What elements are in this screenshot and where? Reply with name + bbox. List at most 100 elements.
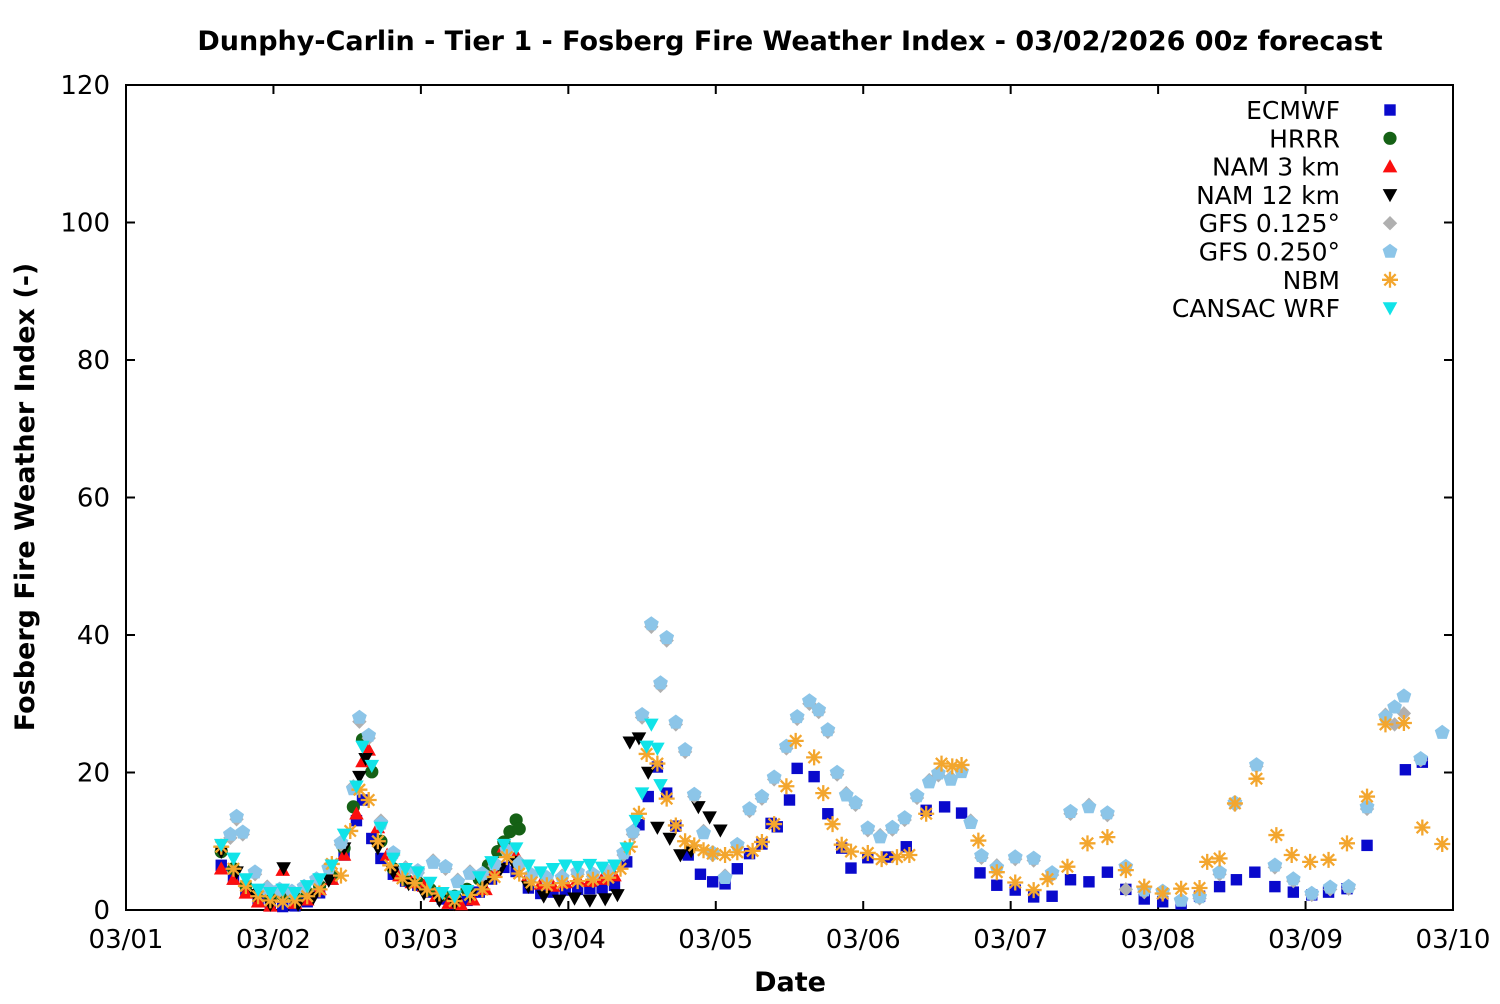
cansac-point: [496, 838, 512, 853]
gfs250-point: [754, 788, 770, 803]
nbm-point: [753, 833, 770, 850]
ecmwf-point: [694, 868, 707, 880]
nbm-point: [342, 822, 359, 839]
gfs250-point: [974, 847, 989, 862]
nbm-point: [933, 755, 950, 772]
nbm-point: [704, 845, 721, 862]
cansac-point: [275, 883, 291, 897]
nam12-point: [321, 874, 337, 888]
cansac-point: [250, 883, 266, 897]
gfs250-point: [789, 709, 805, 724]
nam12-point: [610, 889, 625, 903]
y-tick-label: 0: [93, 896, 110, 926]
cansac-point: [373, 821, 389, 835]
nbm-point: [695, 842, 712, 859]
gfs250-point: [450, 874, 466, 889]
ecmwf-point: [1249, 866, 1261, 878]
nbm-point: [382, 857, 399, 874]
nam12-point: [673, 849, 688, 863]
nbm-point: [901, 847, 918, 863]
nbm-point: [630, 805, 647, 822]
cansac-point: [349, 780, 364, 794]
cansac-point: [447, 890, 462, 904]
legend-item-nbm: NBM: [1283, 266, 1398, 295]
ecmwf-point: [974, 867, 986, 879]
x-axis-title: Date: [754, 967, 826, 998]
nbm-point: [1320, 851, 1337, 868]
gfs250-point: [1173, 892, 1189, 907]
cansac-point: [226, 852, 241, 866]
gfs250-point: [1212, 864, 1227, 879]
gfs250-point: [229, 808, 244, 823]
gfs250-point: [1267, 857, 1283, 872]
gfs250-point: [885, 819, 900, 834]
ecmwf-point: [991, 879, 1003, 891]
nbm-point: [686, 837, 703, 854]
nbm-point: [842, 843, 859, 860]
nbm-point: [806, 749, 823, 766]
nbm-point: [1039, 871, 1056, 888]
gfs250-point: [802, 693, 817, 708]
legend-marker-hrrr: [1383, 131, 1397, 145]
nam12-point: [536, 890, 552, 904]
x-tick-label: 03/04: [531, 925, 606, 955]
nbm-point: [600, 869, 617, 886]
legend-marker-nam3: [1382, 159, 1398, 173]
gfs250-point: [848, 795, 863, 810]
gfs250-point: [1249, 757, 1264, 772]
legend-label-nam3: NAM 3 km: [1212, 153, 1340, 182]
gfs250-point: [963, 814, 979, 829]
ecmwf-point: [571, 883, 584, 896]
cansac-point: [533, 866, 549, 880]
series-cansac: [213, 718, 668, 904]
gfs250-point: [677, 742, 693, 757]
gfs250-point: [1359, 799, 1375, 814]
series-ecmwf: [215, 756, 1429, 913]
nam12-point: [276, 862, 291, 876]
x-tick-label: 03/10: [1416, 925, 1491, 955]
nam3-point: [349, 806, 364, 820]
nbm-point: [815, 785, 832, 802]
ecmwf-point: [375, 852, 387, 865]
gfs250-point: [717, 869, 733, 884]
legend-label-ecmwf: ECMWF: [1246, 96, 1340, 125]
ecmwf-point: [608, 879, 621, 891]
nbm-point: [1359, 788, 1376, 805]
nam12-point: [640, 766, 656, 780]
nbm-point: [778, 778, 795, 795]
legend-label-nbm: NBM: [1283, 266, 1340, 295]
gfs250-point: [811, 702, 827, 717]
nam12-point: [662, 832, 678, 846]
gfs250-point: [1081, 799, 1097, 814]
gfs250-point: [1007, 849, 1023, 864]
nbm-point: [311, 881, 328, 898]
cansac-point: [607, 859, 622, 873]
nbm-point: [677, 833, 694, 850]
nbm-point: [944, 758, 961, 775]
nbm-point: [833, 836, 850, 853]
ecmwf-point: [791, 762, 803, 775]
nam12-point: [582, 894, 598, 908]
gfs250-point: [1341, 878, 1356, 893]
cansac-point: [628, 814, 644, 829]
gfs250-point: [1387, 699, 1402, 714]
gfs250-point: [438, 858, 453, 873]
legend-marker-ecmwf: [1384, 104, 1396, 116]
ecmwf-point: [547, 886, 559, 898]
gfs250-point: [838, 787, 854, 802]
nbm-point: [1226, 795, 1243, 812]
nbm-point: [1211, 850, 1228, 867]
gfs250-point: [897, 810, 913, 825]
x-tick-label: 03/06: [826, 925, 901, 955]
nbm-point: [299, 888, 316, 905]
gfs250-point: [696, 825, 711, 840]
x-tick-label: 03/01: [89, 925, 164, 955]
ecmwf-point: [1156, 896, 1169, 908]
nbm-point: [584, 871, 601, 888]
axes: 03/01 03/02 03/03 03/04 03/05 03/06 03/07 03/08…: [60, 71, 1490, 955]
ecmwf-point: [808, 770, 820, 783]
ecmwf-point: [938, 801, 951, 813]
x-tick-label: 03/03: [383, 925, 458, 955]
nbm-point: [1268, 827, 1285, 844]
